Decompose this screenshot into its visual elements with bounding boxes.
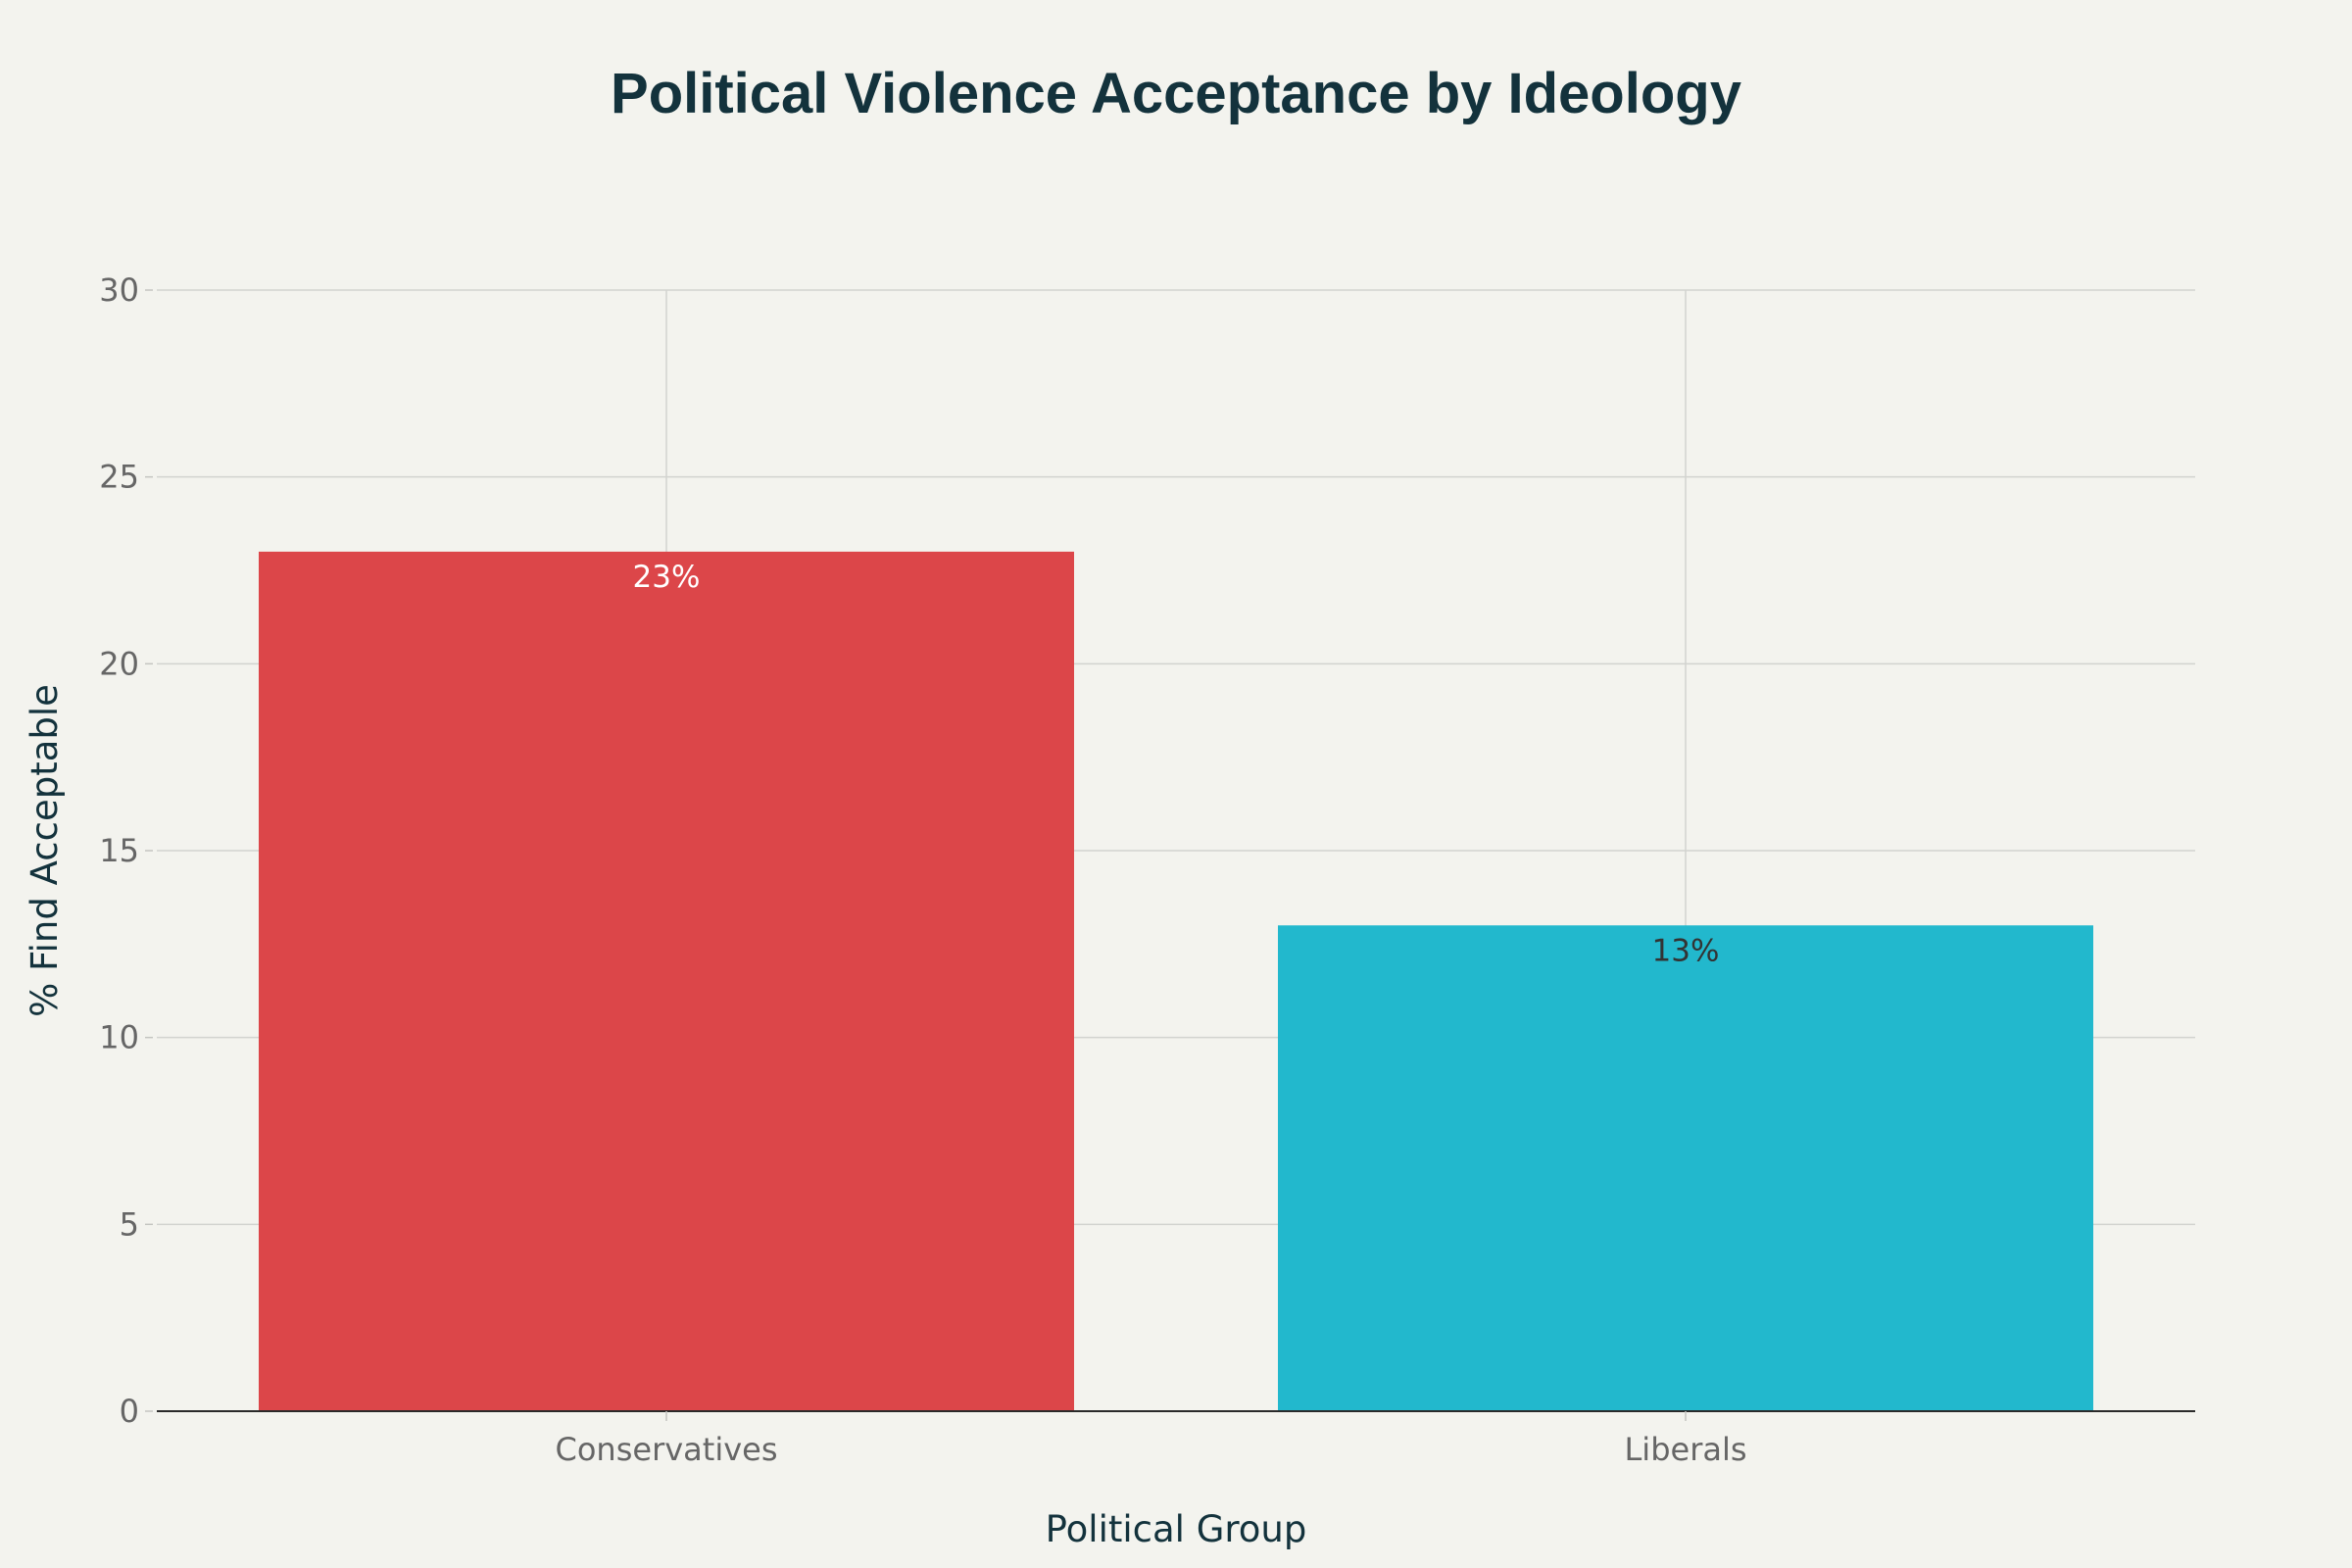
- bar-conservatives: [259, 551, 1074, 1411]
- bar-liberals: [1278, 925, 2093, 1411]
- data-labels: 23% 13%: [633, 560, 1720, 968]
- y-tick-label: 10: [99, 1019, 139, 1056]
- y-tick-label: 30: [99, 271, 139, 309]
- y-tick-label: 25: [99, 459, 139, 496]
- y-axis-title: % Find Acceptable: [24, 684, 66, 1017]
- x-tick-label: Liberals: [1624, 1431, 1746, 1468]
- axes: 0 5 10 15 20 25 30 Conservatives Liberals: [99, 271, 2195, 1468]
- y-tick-label: 20: [99, 645, 139, 682]
- chart-title: Political Violence Acceptance by Ideolog…: [611, 62, 1741, 125]
- y-tick-label: 0: [120, 1393, 139, 1430]
- y-tick-label: 5: [120, 1205, 139, 1243]
- data-label: 13%: [1652, 933, 1720, 968]
- x-tick-label: Conservatives: [556, 1431, 778, 1468]
- bars: [259, 551, 2093, 1411]
- x-axis-title: Political Group: [1046, 1508, 1307, 1550]
- data-label: 23%: [633, 560, 701, 595]
- y-tick-label: 15: [99, 832, 139, 869]
